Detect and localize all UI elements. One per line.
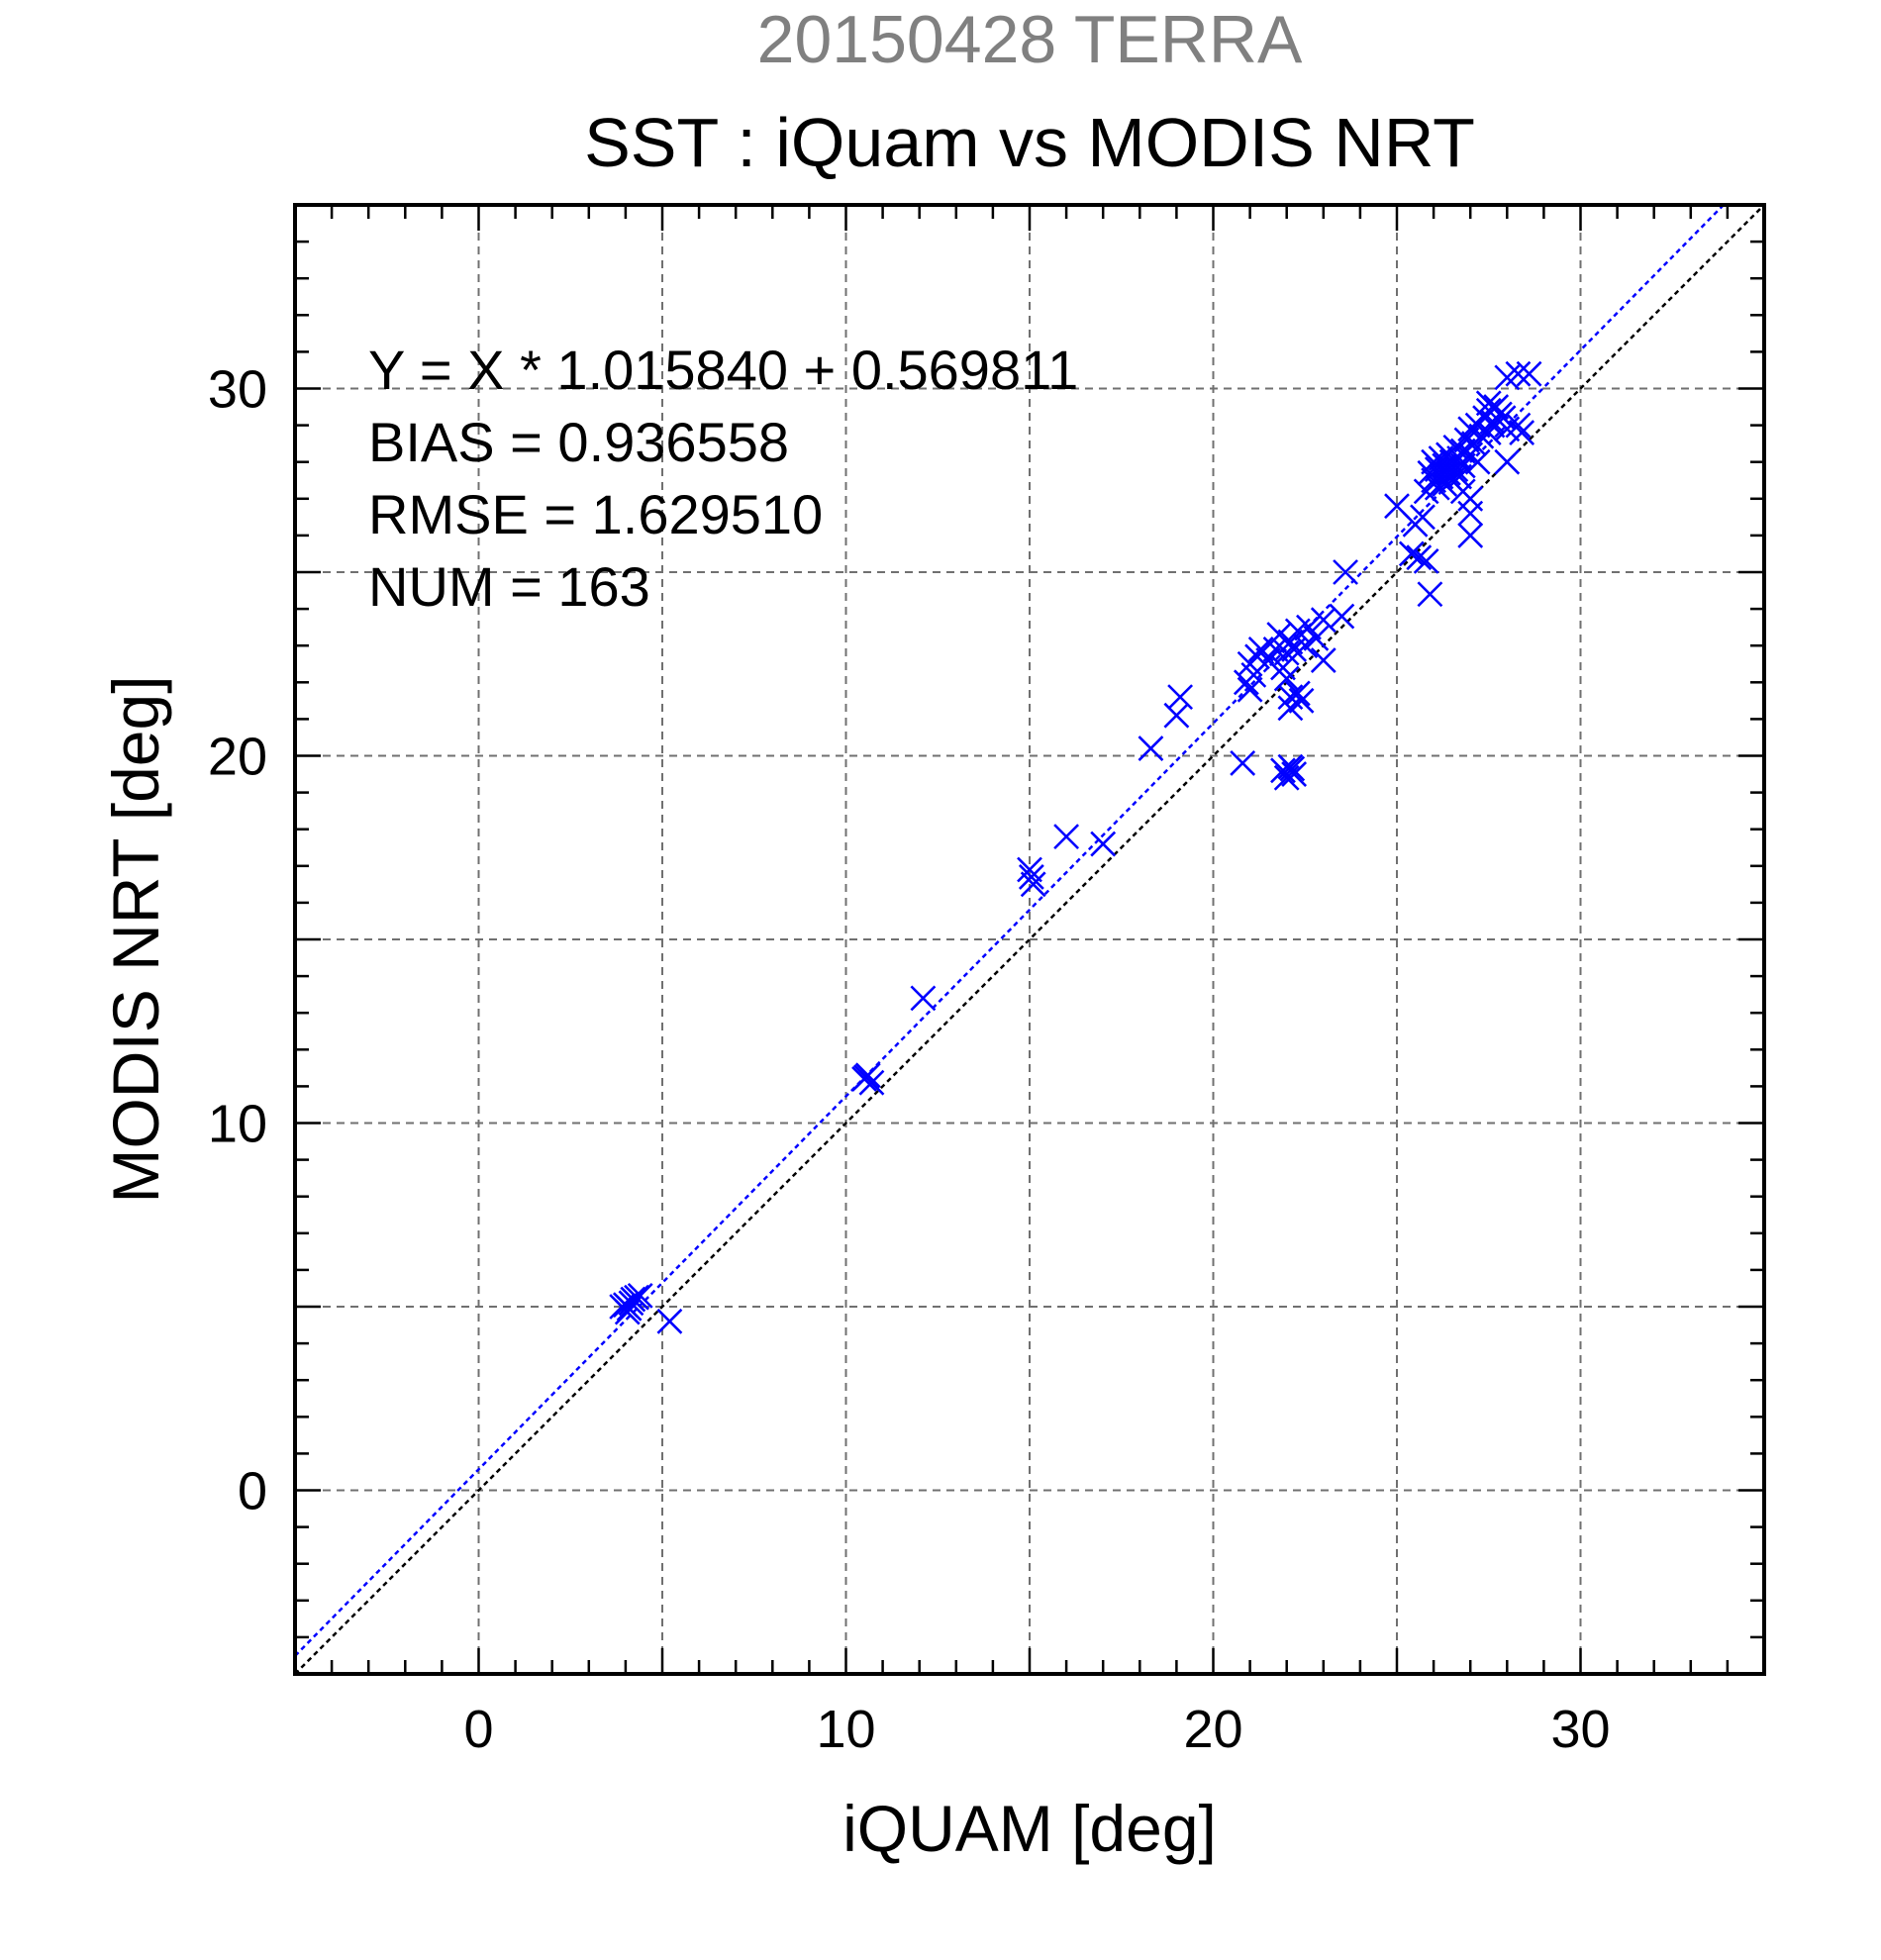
- chart-title: SST : iQuam vs MODIS NRT: [584, 104, 1475, 181]
- data-point: [1230, 750, 1256, 776]
- reference-lines: [294, 204, 1765, 1675]
- data-point: [1449, 478, 1476, 505]
- data-points: [609, 360, 1542, 1334]
- data-point: [1329, 603, 1355, 630]
- data-point: [620, 1286, 646, 1313]
- data-point: [1475, 390, 1502, 417]
- data-point: [1505, 360, 1532, 387]
- data-point: [1398, 540, 1425, 567]
- data-point: [614, 1299, 641, 1325]
- data-point: [1281, 761, 1308, 787]
- x-axis-label: iQUAM [deg]: [842, 1792, 1217, 1865]
- y-tick-label: 0: [238, 1462, 267, 1521]
- data-point: [1417, 581, 1443, 608]
- rmse-annotation: RMSE = 1.629510: [368, 483, 823, 545]
- data-point: [1449, 452, 1476, 479]
- x-tick-label: 10: [816, 1700, 875, 1759]
- stats-annotations: Y = X * 1.015840 + 0.569811 BIAS = 0.936…: [368, 339, 1078, 618]
- data-point: [1296, 614, 1322, 640]
- x-tick-label: 0: [463, 1700, 493, 1759]
- y-tick-label: 20: [208, 728, 267, 787]
- x-tick-label: 20: [1183, 1700, 1242, 1759]
- data-point: [1457, 522, 1484, 548]
- data-point: [656, 1308, 683, 1334]
- data-point: [1413, 547, 1439, 574]
- data-point: [624, 1284, 649, 1311]
- grid-lines: [295, 205, 1764, 1674]
- axis-ticks: [295, 205, 1764, 1674]
- data-point: [1410, 504, 1436, 531]
- data-point: [1284, 680, 1311, 707]
- tick-labels: 0 10 20 30 0 10 20 30: [208, 360, 1611, 1760]
- data-point: [1509, 420, 1535, 445]
- data-point: [1138, 735, 1164, 761]
- data-point: [627, 1282, 653, 1309]
- data-point: [1505, 412, 1532, 439]
- data-point: [1277, 695, 1304, 722]
- data-point: [1303, 625, 1330, 651]
- data-point: [910, 985, 937, 1012]
- y-tick-label: 10: [208, 1095, 267, 1154]
- data-point: [852, 1064, 879, 1091]
- y-tick-label: 30: [208, 360, 267, 420]
- data-point: [1277, 629, 1304, 655]
- plot-frame: [293, 203, 1766, 1676]
- fit-line: [294, 204, 1725, 1657]
- data-point: [1090, 831, 1117, 857]
- data-point: [1018, 864, 1044, 890]
- data-point: [1494, 448, 1521, 475]
- data-point: [1406, 544, 1433, 571]
- data-point: [1288, 687, 1315, 714]
- identity-line: [294, 204, 1765, 1675]
- data-point: [616, 1295, 643, 1322]
- data-point: [1464, 448, 1491, 475]
- num-annotation: NUM = 163: [368, 555, 650, 618]
- y-axis-label: MODIS NRT [deg]: [99, 675, 172, 1203]
- data-point: [1053, 824, 1080, 850]
- data-point: [1310, 647, 1336, 673]
- data-point: [1479, 412, 1506, 439]
- data-point: [1017, 856, 1042, 883]
- data-point: [1279, 755, 1306, 782]
- fit-equation-annotation: Y = X * 1.015840 + 0.569811: [368, 339, 1078, 401]
- data-point: [1167, 684, 1194, 711]
- x-tick-label: 30: [1550, 1700, 1610, 1759]
- bias-annotation: BIAS = 0.936558: [368, 411, 789, 473]
- data-point: [1237, 676, 1263, 703]
- data-point: [1333, 559, 1358, 585]
- date-title: 20150428 TERRA: [757, 2, 1303, 77]
- data-point: [1020, 871, 1046, 898]
- data-point: [1516, 360, 1542, 387]
